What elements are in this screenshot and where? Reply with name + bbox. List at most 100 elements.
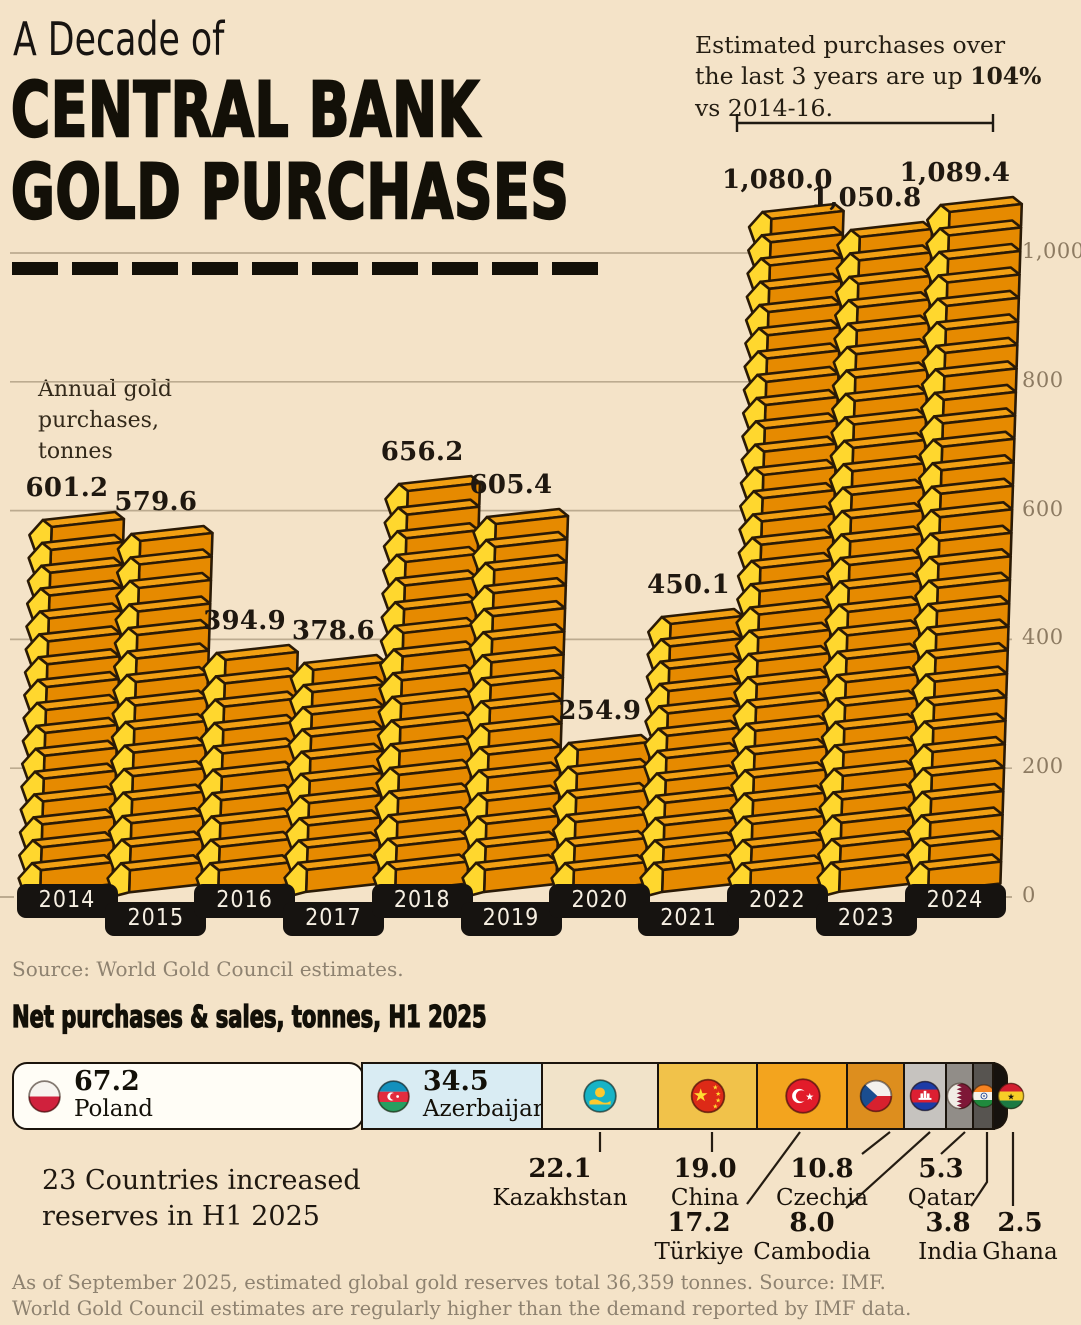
svg-text:★: ★ <box>712 1083 718 1091</box>
country-label-Czechia: 10.8 Czechia <box>727 1154 917 1211</box>
section-title: Net purchases & sales, tonnes, H1 2025 <box>11 999 487 1035</box>
country-label-Kazakhstan: 22.1 Kazakhstan <box>465 1154 655 1211</box>
y-tick-label: 0 <box>1022 883 1036 907</box>
gold-bar-stack-2015 <box>104 524 220 898</box>
country-label-India: 3.8 India <box>853 1208 1043 1265</box>
treemap-segment-Poland: 67.2 Poland <box>12 1062 364 1130</box>
year-pill: 2016 <box>194 884 296 918</box>
country-name: Azerbaijan <box>422 1096 548 1123</box>
flag-icon-az1 <box>377 1079 410 1113</box>
country-name: Cambodia <box>753 1239 871 1265</box>
country-label-Türkiye: 17.2 Türkiye <box>604 1208 794 1265</box>
bar-value-label: 1,080.0 <box>722 164 833 195</box>
country-name: China <box>670 1185 740 1211</box>
bar-value-label: 1,089.4 <box>899 158 1011 189</box>
treemap-segment-Cambodia <box>902 1062 948 1130</box>
country-value: 22.1 <box>528 1154 592 1184</box>
gold-bar-stack-2019 <box>459 507 575 898</box>
intro-note: Estimated purchases over the last 3 year… <box>695 30 1051 124</box>
svg-text:★: ★ <box>712 1102 718 1110</box>
country-label-China: 19.0 China <box>610 1154 800 1211</box>
country-name: Qatar <box>907 1185 975 1211</box>
chart-source: Source: World Gold Council estimates. <box>12 957 404 981</box>
bar-value-label: 450.1 <box>647 570 731 601</box>
bar-value-label: 601.2 <box>25 472 109 503</box>
y-tick-label: 400 <box>1022 625 1064 650</box>
treemap-segment-China: ★ ★ ★ ★ ★ <box>657 1062 759 1130</box>
annotation-line: 23 Countries increased <box>42 1165 361 1196</box>
flag-icon-cn3: ★ ★★★★ <box>690 1078 726 1114</box>
y-tick-label: 600 <box>1022 496 1064 521</box>
footnote-line: World Gold Council estimates are regular… <box>12 1296 912 1320</box>
note-text-end: vs 2014-16. <box>695 93 833 122</box>
bar-value-label: 605.4 <box>469 470 553 501</box>
country-label-Qatar: 5.3 Qatar <box>846 1154 1036 1211</box>
country-name: Türkiye <box>654 1239 744 1265</box>
year-pill: 2023 <box>815 902 917 936</box>
bar-value-label: 1,050.8 <box>810 183 922 214</box>
bar-value-label: 394.9 <box>203 605 287 636</box>
title-dashed-rule <box>12 262 612 275</box>
footnote-line: As of September 2025, estimated global g… <box>12 1271 886 1294</box>
title-line-2: GOLD PURCHASES <box>10 147 570 236</box>
gold-bar-stack-2023 <box>814 220 939 898</box>
treemap-segment-Czechia <box>846 1062 906 1130</box>
treemap-segment-Ghana: ★ <box>992 1062 1025 1130</box>
flag-icon-gh9: ★ <box>997 1082 1025 1110</box>
country-name: Czechia <box>775 1185 869 1211</box>
y-axis-title: Annual gold purchases, tonnes <box>38 374 172 468</box>
country-label-Cambodia: 8.0 Cambodia <box>717 1208 907 1265</box>
flag-icon-qa7 <box>946 1082 974 1110</box>
title-kicker: A Decade of <box>13 12 225 66</box>
title-line-1: CENTRAL BANK <box>10 65 480 154</box>
y-axis-title-line: tonnes <box>38 439 113 465</box>
country-label-Ghana: 2.5 Ghana <box>925 1208 1081 1265</box>
country-value: 5.3 <box>918 1154 964 1184</box>
year-pill: 2017 <box>282 902 384 936</box>
treemap-segment-Kazakhstan <box>541 1062 660 1130</box>
flag-icon-tr4: ★ <box>784 1078 821 1114</box>
country-value: 2.5 <box>997 1208 1043 1238</box>
year-pill: 2014 <box>16 884 118 918</box>
annotation-line: reserves in H1 2025 <box>42 1200 320 1232</box>
flag-icon-pl0 <box>28 1079 61 1113</box>
y-tick-label: 200 <box>1022 754 1064 779</box>
treemap-segment-Türkiye: ★ <box>756 1062 849 1130</box>
y-axis-title-line: purchases, <box>38 408 159 434</box>
svg-text:★: ★ <box>1007 1092 1015 1102</box>
gold-bar-stack-2018 <box>370 474 487 898</box>
country-value: 3.8 <box>925 1208 971 1238</box>
country-name: Kazakhstan <box>492 1185 628 1211</box>
y-tick-label: 800 <box>1022 367 1064 392</box>
treemap-segment-Qatar <box>944 1062 975 1130</box>
footnote: As of September 2025, estimated global g… <box>12 1270 911 1321</box>
year-pill: 2021 <box>638 902 740 936</box>
svg-text:★: ★ <box>715 1090 721 1098</box>
country-value: 34.5 <box>422 1066 489 1098</box>
y-axis-title-line: Annual gold <box>38 377 172 402</box>
year-pill: 2015 <box>105 902 207 936</box>
country-name: Poland <box>74 1096 153 1123</box>
country-value: 17.2 <box>667 1208 731 1238</box>
countries-annotation: 23 Countries increased reserves in H1 20… <box>42 1163 361 1235</box>
year-pill: 2024 <box>904 884 1006 918</box>
svg-text:★: ★ <box>805 1092 814 1103</box>
flag-icon-kz2 <box>583 1079 618 1113</box>
y-tick-label: 1,000 <box>1022 239 1081 263</box>
flag-icon-kh6 <box>909 1080 941 1112</box>
bar-value-label: 254.9 <box>558 695 642 726</box>
bar-value-label: 378.6 <box>291 616 375 647</box>
svg-text:★: ★ <box>715 1097 721 1105</box>
bar-value-label: 579.6 <box>114 486 198 517</box>
country-value: 10.8 <box>790 1154 854 1184</box>
treemap-segment-Azerbaijan: 34.5 Azerbaijan <box>360 1062 548 1130</box>
country-value: 8.0 <box>789 1208 835 1238</box>
note-highlight: 104% <box>970 62 1042 91</box>
country-name: Ghana <box>982 1239 1058 1265</box>
country-name: India <box>918 1239 978 1265</box>
year-pill: 2019 <box>460 902 562 936</box>
gold-bar-stack-2021 <box>637 607 750 898</box>
year-pill: 2018 <box>371 884 473 918</box>
year-pill: 2022 <box>726 884 828 918</box>
year-pill: 2020 <box>549 884 651 918</box>
